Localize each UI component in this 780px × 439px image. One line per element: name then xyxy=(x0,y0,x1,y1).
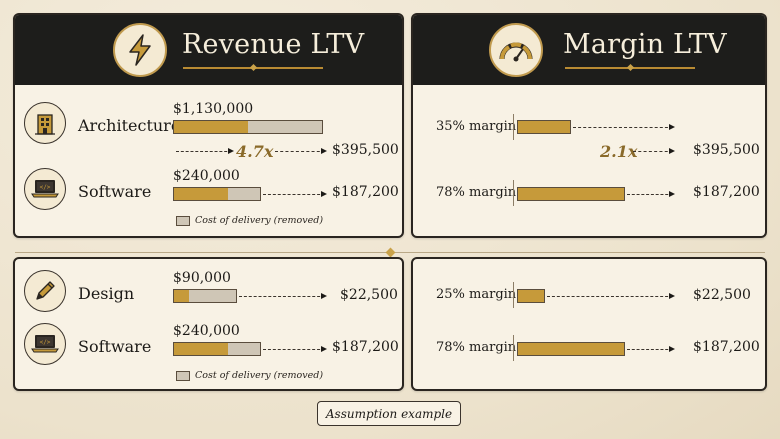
revenue-ltv-title: Revenue LTV xyxy=(182,29,365,60)
margin-result-mid: $395,500 xyxy=(693,142,760,158)
architecture-result: $395,500 xyxy=(332,142,399,158)
software-margin-bar xyxy=(517,342,625,356)
software-result: $187,200 xyxy=(332,339,399,355)
margin-bottom-panel xyxy=(411,257,767,391)
architecture-arrow-left xyxy=(176,148,234,154)
software-revenue: $240,000 xyxy=(173,168,240,184)
design-result: $22,500 xyxy=(340,287,398,303)
software-margin-label: 78% margin xyxy=(436,185,517,200)
margin-multiplier: 2.1x xyxy=(600,142,638,161)
margin-ltv-header: Margin LTV xyxy=(413,15,765,85)
software-margin-result: $187,200 xyxy=(693,339,760,355)
pencil-icon xyxy=(24,270,66,312)
architecture-revenue-bar xyxy=(173,120,323,134)
design-margin-label: 25% margin xyxy=(436,287,517,302)
svg-text:</>: </> xyxy=(40,339,51,346)
architecture-revenue: $1,130,000 xyxy=(173,101,254,117)
margin-ltv-title: Margin LTV xyxy=(563,29,727,60)
software-arrow xyxy=(263,346,327,352)
margin-result-bottom: $187,200 xyxy=(693,184,760,200)
revenue-bottom-panel xyxy=(13,257,404,391)
design-margin-result: $22,500 xyxy=(693,287,751,303)
architecture-margin-fill xyxy=(174,121,248,133)
software-revenue-bar xyxy=(173,342,261,356)
software-margin-arrow xyxy=(627,346,675,352)
software-label: Software xyxy=(78,182,152,201)
assumption-example-label: Assumption example xyxy=(317,401,461,426)
design-label: Design xyxy=(78,284,135,303)
design-revenue: $90,000 xyxy=(173,270,231,286)
software-margin-fill xyxy=(174,188,229,200)
revenue-multiplier: 4.7x xyxy=(236,142,274,161)
margin-multiplier-arrow xyxy=(633,148,675,154)
software-margin-bar xyxy=(517,187,625,201)
legend-swatch xyxy=(176,216,190,226)
legend-text: Cost of delivery (removed) xyxy=(195,215,324,226)
svg-text:</>: </> xyxy=(40,184,51,191)
design-arrow xyxy=(239,293,327,299)
software-result: $187,200 xyxy=(332,184,399,200)
building-icon xyxy=(24,102,66,144)
design-revenue-bar xyxy=(173,289,237,303)
architecture-margin-arrow xyxy=(573,124,675,130)
lightning-bolt-icon xyxy=(113,23,167,77)
software-margin-arrow xyxy=(627,191,675,197)
legend-text: Cost of delivery (removed) xyxy=(195,370,324,381)
separator xyxy=(513,114,514,140)
header-divider xyxy=(183,63,323,72)
software-margin-fill xyxy=(174,343,229,355)
separator xyxy=(513,335,514,361)
software-revenue: $240,000 xyxy=(173,323,240,339)
laptop-code-icon: </> xyxy=(24,323,66,365)
separator xyxy=(513,282,514,308)
software-arrow xyxy=(263,191,327,197)
center-diamond xyxy=(385,247,396,258)
header-divider xyxy=(565,63,695,72)
design-margin-fill xyxy=(174,290,189,302)
software-label: Software xyxy=(78,337,152,356)
design-margin-arrow xyxy=(547,293,675,299)
architecture-label: Architecture xyxy=(78,116,181,135)
architecture-margin-bar xyxy=(517,120,571,134)
software-revenue-bar xyxy=(173,187,261,201)
architecture-arrow-right xyxy=(275,148,327,154)
design-margin-bar xyxy=(517,289,545,303)
architecture-margin-label: 35% margin xyxy=(436,119,517,134)
separator xyxy=(513,180,514,206)
revenue-ltv-header: Revenue LTV xyxy=(15,15,402,85)
legend-swatch xyxy=(176,371,190,381)
gauge-icon xyxy=(489,23,543,77)
laptop-code-icon: </> xyxy=(24,168,66,210)
software-margin-label: 78% margin xyxy=(436,340,517,355)
